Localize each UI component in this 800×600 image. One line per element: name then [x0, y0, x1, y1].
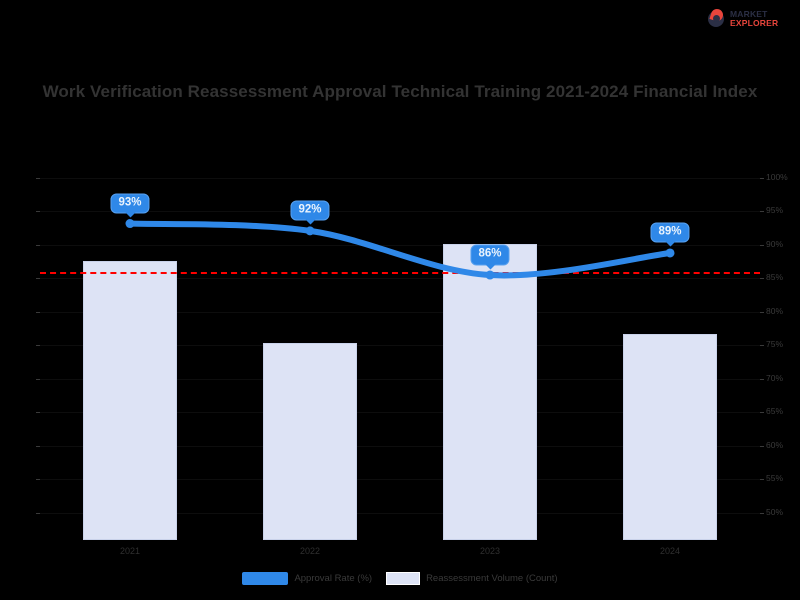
gridline — [40, 512, 760, 514]
bar — [263, 342, 357, 540]
axis-stub — [760, 412, 764, 414]
legend-label: Approval Rate (%) — [294, 573, 373, 584]
axis-stub — [760, 479, 764, 481]
right-axis-tick: 85% — [766, 272, 784, 283]
axis-stub — [36, 512, 40, 514]
bar — [443, 243, 537, 540]
right-axis-tick: 55% — [766, 473, 784, 484]
gridline — [40, 445, 760, 447]
x-axis-label: 2023 — [479, 546, 501, 556]
gridline — [40, 479, 760, 481]
axis-stub — [36, 479, 40, 481]
line-series — [125, 219, 675, 280]
chart-title: Work Verification Reassessment Approval … — [42, 82, 758, 101]
axis-stub — [36, 378, 40, 380]
bar — [83, 260, 177, 540]
chart-legend: Approval Rate (%) Reassessment Volume (Co… — [0, 572, 800, 585]
line-marker — [665, 248, 675, 258]
legend-item[interactable]: Approval Rate (%) — [242, 572, 372, 585]
gridline — [40, 311, 760, 313]
axis-stub — [760, 378, 764, 380]
x-axis-label: 2024 — [659, 546, 681, 556]
line-path — [127, 220, 673, 279]
axis-stub — [36, 244, 40, 246]
line-marker — [485, 270, 495, 280]
gridline — [40, 178, 760, 179]
axis-stub — [760, 178, 764, 179]
data-label-badge: 86% — [470, 244, 510, 269]
right-axis-tick: 65% — [766, 406, 784, 417]
right-axis-tick: 50% — [766, 506, 784, 517]
axis-stub — [760, 311, 764, 313]
line-marker — [305, 226, 315, 236]
legend-swatch — [242, 572, 289, 585]
logo-line-1: MARKET — [730, 9, 768, 20]
logo-mark-icon — [706, 7, 726, 29]
axis-stub — [760, 278, 764, 280]
right-axis-tick: 70% — [766, 372, 784, 383]
axis-stub — [36, 211, 40, 213]
x-axis-label: 2022 — [299, 546, 321, 556]
line-marker — [125, 219, 135, 229]
bar — [623, 334, 717, 540]
axis-stub — [36, 178, 40, 179]
axis-stub — [760, 211, 764, 213]
right-axis-tick: 90% — [766, 238, 784, 249]
axis-stub — [36, 445, 40, 447]
axis-stub — [760, 445, 764, 447]
reference-line — [40, 272, 760, 275]
data-label-badge: 89% — [650, 222, 690, 247]
gridline — [40, 378, 760, 380]
logo-line-2: EXPLORER — [730, 18, 779, 28]
logo-wordmark: MARKET EXPLORER — [730, 10, 778, 28]
x-axis-label: 2021 — [119, 546, 141, 556]
plot-area: 11,00010,0009,0008,0007,0006,0005,0004,0… — [36, 172, 788, 556]
right-axis-tick: 95% — [766, 205, 784, 216]
legend-item[interactable]: Reassessment Volume (Count) — [386, 572, 558, 585]
brand-logo: MARKET EXPLORER — [706, 6, 792, 32]
gridline — [40, 211, 760, 213]
right-axis-tick: 100% — [766, 172, 788, 182]
right-axis-tick: 75% — [766, 339, 784, 350]
axis-stub — [760, 244, 764, 246]
legend-swatch — [386, 572, 421, 585]
right-axis-tick: 80% — [766, 305, 784, 316]
gridline — [40, 412, 760, 414]
data-label-badge: 93% — [110, 193, 150, 217]
axis-stub — [36, 311, 40, 313]
gridline — [40, 244, 760, 246]
data-label-badge: 92% — [290, 200, 330, 225]
axis-stub — [760, 345, 764, 347]
axis-stub — [36, 345, 40, 347]
axis-stub — [36, 278, 40, 280]
gridline — [40, 345, 760, 347]
axis-stub — [760, 512, 764, 514]
legend-label: Reassessment Volume (Count) — [426, 573, 558, 584]
right-axis-tick: 60% — [766, 439, 784, 450]
gridline — [40, 278, 760, 280]
axis-stub — [36, 412, 40, 414]
